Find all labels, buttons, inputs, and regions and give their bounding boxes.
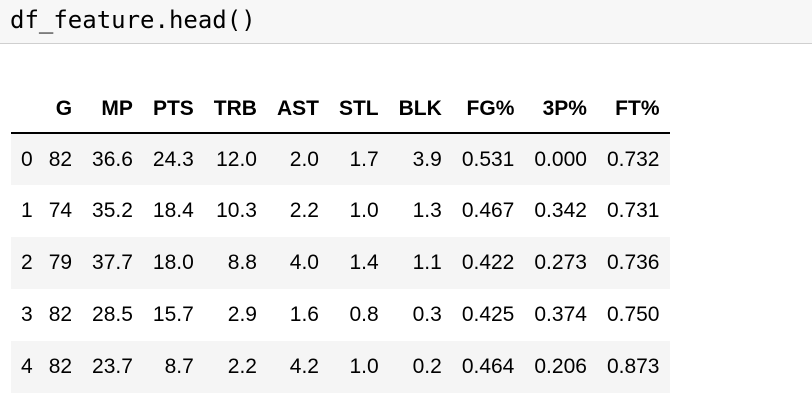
table-cell: 0.464 [461, 355, 515, 378]
table-cell: 79 [48, 251, 73, 274]
table-cell: 74 [48, 199, 73, 222]
table-cell: 3.9 [412, 147, 442, 171]
column-header: PTS [142, 86, 204, 134]
column-header: FT% [596, 86, 670, 134]
table-cell: 1.4 [349, 251, 379, 274]
table-cell: 8.8 [227, 251, 257, 274]
table-cell: 1.0 [349, 199, 379, 222]
table-cell: 82 [48, 355, 73, 378]
code-cell[interactable]: df_feature.head() [0, 0, 812, 44]
table-header-row: G MP PTS TRB AST STL BLK FG% 3P% FT% [11, 86, 670, 134]
table-cell: 0.3 [412, 303, 442, 326]
row-index: 1 [21, 199, 33, 222]
dataframe-table: G MP PTS TRB AST STL BLK FG% 3P% FT% 0 8… [11, 86, 670, 393]
row-index: 2 [21, 251, 33, 274]
table-cell: 12.0 [216, 147, 257, 171]
table-cell: 2.0 [289, 147, 319, 171]
table-cell: 0.425 [461, 303, 515, 326]
table-cell: 0.422 [461, 251, 515, 274]
table-cell: 37.7 [92, 251, 133, 274]
table-row: 4 82 23.7 8.7 2.2 4.2 1.0 0.2 0.464 0.20… [11, 341, 670, 393]
index-header [11, 86, 39, 134]
table-cell: 4.2 [289, 355, 319, 378]
table-cell: 2.9 [227, 303, 257, 326]
table-cell: 82 [48, 147, 73, 171]
table-cell: 0.467 [461, 199, 515, 222]
table-cell: 0.374 [534, 303, 587, 326]
table-cell: 0.531 [461, 147, 515, 171]
table-cell: 2.2 [289, 199, 319, 222]
table-row: 2 79 37.7 18.0 8.8 4.0 1.4 1.1 0.422 0.2… [11, 237, 670, 289]
table-cell: 18.4 [152, 199, 194, 222]
table-row: 1 74 35.2 18.4 10.3 2.2 1.0 1.3 0.467 0.… [11, 185, 670, 237]
column-header: G [38, 86, 83, 134]
table-cell: 1.6 [289, 303, 319, 326]
table-cell: 2.2 [227, 355, 257, 378]
table-cell: 0.2 [412, 355, 442, 378]
column-header: STL [328, 86, 389, 134]
row-index: 4 [21, 355, 33, 378]
table-cell: 0.750 [606, 303, 660, 326]
table-cell: 1.7 [349, 147, 379, 171]
table-cell: 28.5 [92, 303, 133, 326]
table-cell: 1.1 [412, 251, 442, 274]
table-cell: 0.206 [534, 355, 587, 378]
column-header: 3P% [524, 86, 597, 134]
table-cell: 4.0 [289, 251, 319, 274]
table-row: 3 82 28.5 15.7 2.9 1.6 0.8 0.3 0.425 0.3… [11, 289, 670, 341]
column-header: AST [266, 86, 329, 134]
table-cell: 36.6 [92, 147, 133, 171]
table-row: 0 82 36.6 24.3 12.0 2.0 1.7 3.9 0.531 0.… [11, 133, 670, 185]
column-header: BLK [388, 86, 452, 134]
table-cell: 15.7 [152, 303, 194, 326]
table-cell: 1.0 [349, 355, 379, 378]
table-cell: 18.0 [152, 251, 194, 274]
column-header: MP [82, 86, 143, 134]
row-index: 0 [21, 147, 33, 171]
table-cell: 0.273 [534, 251, 587, 274]
table-cell: 0.8 [349, 303, 379, 326]
table-cell: 0.873 [606, 355, 660, 378]
column-header: FG% [451, 86, 525, 134]
table-cell: 35.2 [92, 199, 133, 222]
table-cell: 8.7 [164, 355, 194, 378]
output-area: G MP PTS TRB AST STL BLK FG% 3P% FT% 0 8… [11, 86, 670, 393]
column-header: TRB [203, 86, 267, 134]
table-cell: 0.732 [606, 147, 660, 171]
table-cell: 0.000 [534, 147, 587, 171]
table-cell: 23.7 [92, 355, 133, 378]
table-cell: 0.731 [606, 199, 660, 222]
table-cell: 10.3 [216, 199, 257, 222]
table-cell: 1.3 [412, 199, 442, 222]
table-cell: 0.342 [534, 199, 587, 222]
table-cell: 0.736 [606, 251, 660, 274]
table-cell: 24.3 [152, 147, 194, 171]
code-cell-source[interactable]: df_feature.head() [10, 6, 256, 34]
row-index: 3 [21, 303, 33, 326]
table-cell: 82 [48, 303, 73, 326]
